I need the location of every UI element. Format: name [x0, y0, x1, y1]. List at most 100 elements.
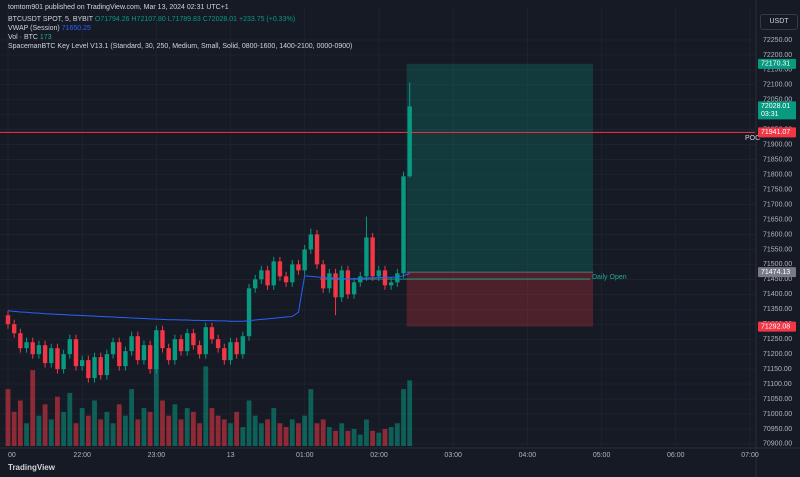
candle-body — [197, 345, 202, 355]
volume-bar — [147, 411, 153, 446]
candle-body — [246, 288, 252, 337]
candle-body — [407, 106, 412, 177]
volume-bar — [339, 423, 345, 446]
vwap-line — [7, 272, 410, 322]
volume-bar — [401, 389, 406, 446]
price-badge — [758, 267, 796, 278]
ohlc: O71794.26 — [94, 16, 130, 23]
price-badge — [758, 321, 796, 332]
candle-body — [129, 336, 134, 352]
candle-body — [277, 261, 283, 277]
volume-bar — [364, 419, 369, 446]
volume-bar — [320, 419, 326, 446]
price-badge-label: 72028.01 — [761, 103, 790, 110]
volume-bar — [98, 419, 104, 446]
volume-bar — [215, 415, 221, 446]
volume-bar — [345, 430, 351, 446]
y-tick-label: 71400.00 — [763, 291, 792, 298]
candle-body — [234, 342, 239, 355]
volume-bar — [160, 400, 165, 446]
vol-legend: Vol · BTC 173 — [8, 33, 52, 42]
symbol-legend: BTCUSDT SPOT, 5, BYBIT O71794.26 H72107.… — [8, 15, 295, 24]
volume-bar — [394, 423, 400, 446]
volume-bar — [191, 411, 196, 446]
candle-body — [61, 354, 66, 370]
volume-bar — [141, 408, 147, 446]
volume-bar — [277, 423, 283, 446]
x-tick-label: 22:00 — [73, 452, 91, 459]
volume-bar — [258, 423, 264, 446]
candle-body — [11, 324, 17, 334]
candle-body — [271, 261, 276, 286]
poc-label: POC — [745, 135, 760, 142]
candle-body — [147, 345, 153, 370]
y-tick-label: 71350.00 — [763, 306, 792, 313]
currency[interactable]: USDT — [760, 14, 798, 30]
volume-bar — [228, 423, 233, 446]
volume-bar — [203, 366, 209, 446]
y-tick-label: 72100.00 — [763, 82, 792, 89]
volume-bar — [48, 419, 54, 446]
price-badge — [758, 58, 796, 69]
candle-body — [302, 249, 307, 271]
x-tick-label: 02:00 — [370, 452, 388, 459]
candle-body — [358, 276, 363, 283]
x-tick-label: 05:00 — [593, 452, 611, 459]
volume-bar — [178, 419, 184, 446]
candle-body — [117, 342, 122, 367]
volume-bar — [326, 427, 332, 446]
price-badge-label: 71941.07 — [761, 129, 790, 136]
volume-bar — [11, 411, 17, 446]
y-tick-label: 71800.00 — [763, 171, 792, 178]
volume-bar — [5, 389, 11, 446]
candle-body — [154, 330, 159, 370]
y-tick-label: 70950.00 — [763, 426, 792, 433]
indicator-legend: SpacemanBTC Key Level V13.1 (Standard, 3… — [8, 43, 353, 50]
volume-bar — [172, 404, 178, 446]
y-tick-label: 70900.00 — [763, 441, 792, 448]
y-tick-label: 71750.00 — [763, 186, 792, 193]
volume-bar — [67, 392, 73, 446]
x-tick-label: 01:00 — [296, 452, 314, 459]
volume-bar — [308, 389, 314, 446]
x-tick-label: 23:00 — [148, 452, 166, 459]
y-tick-label: 71500.00 — [763, 261, 792, 268]
candle-body — [370, 237, 375, 277]
candle-body — [203, 327, 208, 355]
ohlc: H72107.80 — [131, 16, 166, 23]
volume-bar — [42, 404, 48, 446]
volume-bar — [302, 415, 308, 446]
volume-bar — [184, 408, 190, 446]
volume-bar — [110, 423, 116, 446]
volume-bar — [351, 428, 357, 446]
y-tick-label: 72250.00 — [763, 37, 792, 44]
target-zone — [406, 63, 593, 273]
candle-body — [36, 345, 42, 355]
symbol: BTCUSDT SPOT, 5, BYBIT — [8, 16, 93, 23]
volume-bar — [407, 380, 413, 446]
volume-bar — [333, 430, 338, 446]
volume-bar — [382, 428, 388, 446]
candle-body — [290, 264, 295, 283]
candle-body — [98, 357, 103, 376]
candle-body — [265, 270, 270, 286]
volume-bar — [234, 411, 240, 446]
y-tick-label: 71650.00 — [763, 216, 792, 223]
y-tick-label: 72150.00 — [763, 67, 792, 74]
y-tick-label: 71450.00 — [763, 276, 792, 283]
candle-body — [320, 264, 326, 289]
volume-bar — [221, 419, 227, 446]
volume-bar — [197, 423, 202, 446]
volume-bar — [370, 430, 376, 446]
volume-bar — [209, 408, 215, 446]
y-tick-label: 72200.00 — [763, 52, 792, 59]
candle-body — [141, 345, 147, 361]
candle-body — [185, 333, 190, 352]
y-tick-label: 71600.00 — [763, 231, 792, 238]
candle-body — [215, 339, 221, 349]
candle-body — [79, 360, 85, 367]
volume-bar — [166, 415, 172, 446]
y-tick-label: 71200.00 — [763, 351, 792, 358]
